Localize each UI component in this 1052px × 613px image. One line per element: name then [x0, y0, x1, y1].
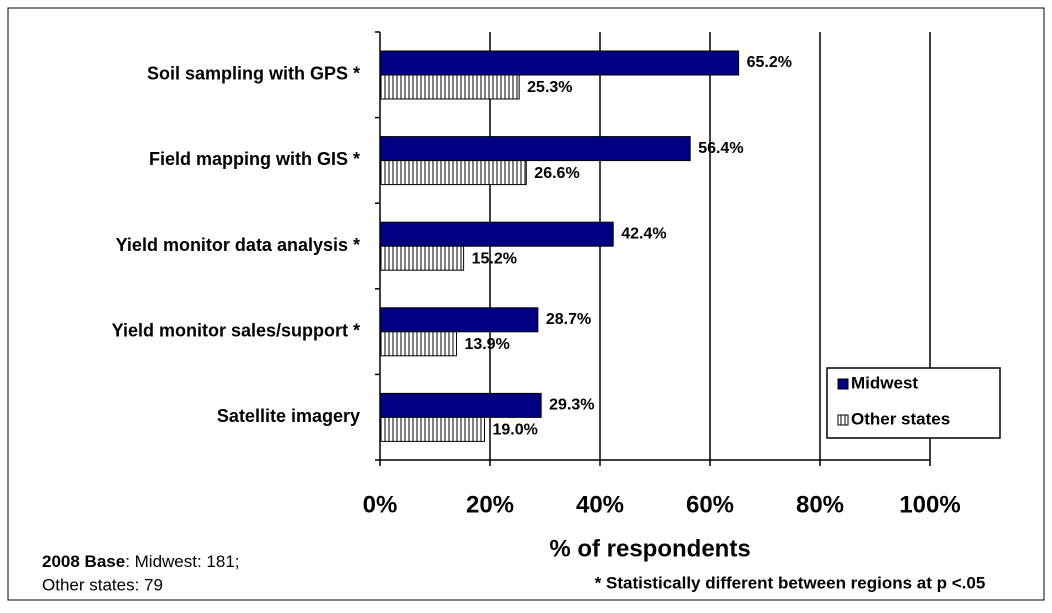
data-label: 25.3%: [527, 79, 572, 96]
y-tick-label: Soil sampling with GPS *: [147, 64, 360, 84]
data-label: 15.2%: [472, 250, 517, 267]
x-axis-label: % of respondents: [549, 535, 750, 562]
legend-swatch: [837, 414, 849, 426]
bar: [379, 160, 527, 186]
data-label: 56.4%: [698, 140, 743, 157]
legend-label: Other states: [851, 409, 950, 428]
data-label: 28.7%: [546, 311, 591, 328]
y-tick-label: Yield monitor data analysis *: [116, 235, 360, 255]
x-tick-label: 40%: [576, 491, 624, 518]
y-tick-label: Field mapping with GIS *: [149, 149, 360, 169]
frame: [7, 7, 1045, 601]
base-text: : Midwest: 181;: [125, 552, 239, 571]
bar: [379, 331, 457, 357]
base-note: 2008 Base: Midwest: 181;: [42, 552, 240, 571]
x-tick-label: 0%: [363, 491, 398, 518]
data-label: 13.9%: [464, 336, 509, 353]
data-label: 29.3%: [549, 397, 594, 414]
bar: [379, 74, 520, 100]
data-label: 42.4%: [621, 225, 666, 242]
x-tick-label: 80%: [796, 491, 844, 518]
bar: [379, 416, 485, 442]
y-tick-label: Yield monitor sales/support *: [112, 320, 360, 340]
base-label: 2008 Base: [42, 552, 125, 571]
bar: [379, 392, 542, 418]
base-text-2: Other states: 79: [42, 575, 163, 594]
note: * Statistically different between region…: [595, 573, 986, 592]
legend-label: Midwest: [851, 373, 918, 392]
legend-swatch: [837, 378, 849, 390]
bar: [379, 50, 740, 76]
bar: [379, 245, 465, 271]
bar: [379, 307, 539, 333]
legend-box: [826, 367, 1001, 439]
bar: [379, 136, 691, 162]
x-tick-label: 100%: [899, 491, 960, 518]
data-label: 65.2%: [747, 54, 792, 71]
bar: [379, 221, 614, 247]
x-tick-label: 60%: [686, 491, 734, 518]
data-label: 19.0%: [493, 422, 538, 439]
data-label: 26.6%: [534, 165, 579, 182]
y-tick-label: Satellite imagery: [217, 406, 360, 426]
plot: 0% 20% 40% 60% 80% 100% Soil sampling with GPS…: [112, 31, 1001, 518]
x-tick-label: 20%: [466, 491, 514, 518]
